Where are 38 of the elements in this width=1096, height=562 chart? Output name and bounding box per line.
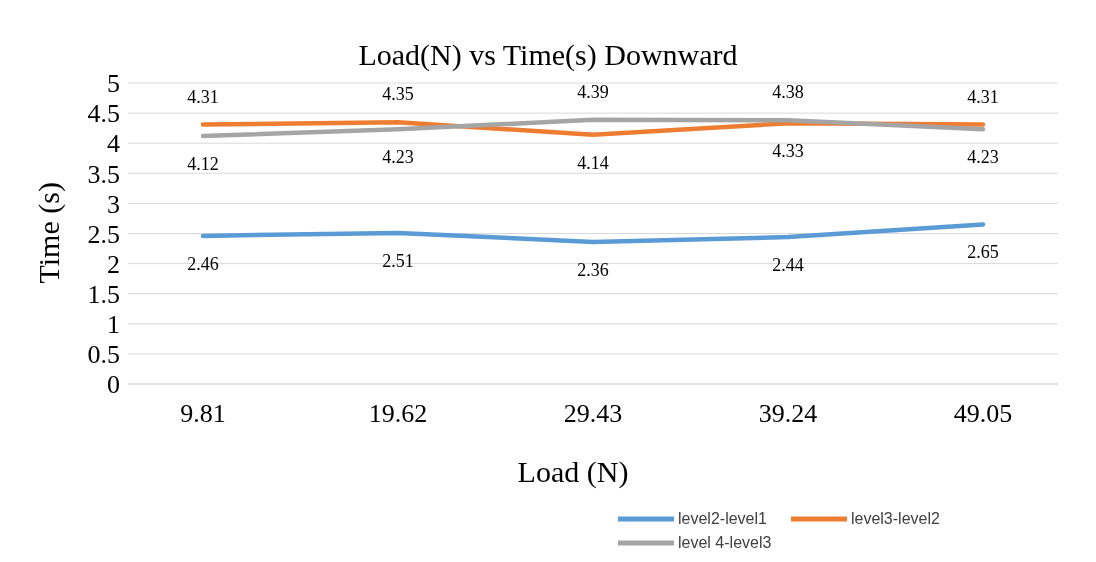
y-tick-label: 0 (107, 370, 120, 400)
legend-label: level 4-level3 (677, 534, 772, 552)
line-series (200, 222, 986, 245)
data-label: 4.39 (577, 81, 609, 102)
x-tick-label: 39.24 (758, 399, 818, 429)
y-tick-label: 0.5 (87, 340, 120, 370)
legend-label: level2-level1 (677, 510, 767, 528)
data-label: 2.65 (967, 242, 999, 263)
legend-label: level3-level2 (849, 510, 940, 528)
y-tick-label: 1.5 (87, 279, 120, 309)
y-tick-label: 5 (107, 69, 120, 99)
x-tick-label: 9.81 (180, 399, 226, 429)
x-axis-title: Load (N) (517, 455, 629, 489)
y-tick-label: 2 (107, 249, 120, 279)
data-label: 4.35 (382, 84, 414, 105)
data-label: 2.36 (577, 259, 609, 280)
y-tick-label: 3.5 (87, 159, 120, 189)
y-tick-label: 4.5 (87, 99, 120, 129)
data-label: 4.23 (967, 147, 999, 168)
data-label: 4.12 (187, 153, 219, 174)
y-axis-title: Time (s) (31, 182, 66, 284)
data-label: 4.31 (967, 86, 999, 107)
data-label: 4.23 (382, 147, 414, 168)
y-tick-label: 1 (107, 310, 120, 340)
x-tick-label: 19.62 (368, 399, 428, 429)
data-label: 4.38 (772, 82, 804, 103)
y-tick-label: 3 (107, 189, 120, 219)
x-tick-label: 49.05 (953, 399, 1013, 429)
y-tick-label: 2.5 (87, 219, 120, 249)
data-label: 2.46 (187, 253, 219, 274)
chart-title: Load(N) vs Time(s) Downward (358, 38, 738, 71)
data-label: 4.33 (772, 141, 804, 162)
data-label: 4.14 (577, 152, 609, 173)
data-label: 4.31 (187, 86, 219, 107)
data-label: 2.51 (382, 250, 414, 271)
x-tick-label: 29.43 (563, 399, 623, 429)
data-label: 2.44 (772, 255, 804, 276)
y-tick-label: 4 (107, 129, 120, 159)
